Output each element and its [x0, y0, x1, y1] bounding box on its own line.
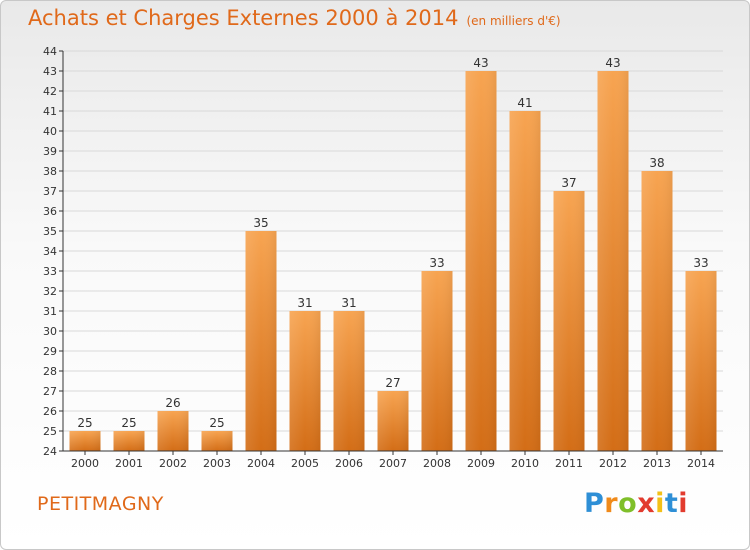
x-tick-label: 2014 — [687, 457, 715, 470]
y-tick-label: 31 — [43, 305, 57, 318]
chart-unit: (en milliers d'€) — [466, 14, 561, 28]
data-label: 38 — [649, 156, 664, 170]
data-label: 33 — [693, 256, 708, 270]
data-label: 33 — [429, 256, 444, 270]
axes — [59, 50, 723, 455]
x-tick-label: 2007 — [379, 457, 407, 470]
bar-shine — [465, 71, 497, 451]
y-tick-label: 35 — [43, 225, 57, 238]
x-tick-label: 2009 — [467, 457, 495, 470]
y-tick-label: 36 — [43, 205, 57, 218]
bar-shine — [245, 231, 277, 451]
x-tick-label: 2005 — [291, 457, 319, 470]
data-label: 27 — [385, 376, 400, 390]
data-label: 37 — [561, 176, 576, 190]
bar-shine — [421, 271, 453, 451]
y-tick-label: 38 — [43, 165, 57, 178]
data-label: 26 — [165, 396, 180, 410]
bar-shine — [377, 391, 409, 451]
proxiti-logo[interactable]: Proxiti — [584, 488, 689, 519]
y-tick-label: 43 — [43, 65, 57, 78]
bar-shine — [333, 311, 365, 451]
labels: 24 25 26 27 28 29 30 31 32 33 34 35 36 37 38 39 40 41 42 43… — [43, 45, 715, 470]
data-label: 43 — [473, 56, 488, 70]
x-tick-label: 2003 — [203, 457, 231, 470]
bar-shine — [69, 431, 101, 451]
data-label: 25 — [209, 416, 224, 430]
x-tick-label: 2002 — [159, 457, 187, 470]
y-tick-label: 32 — [43, 285, 57, 298]
data-label: 25 — [121, 416, 136, 430]
bar-shine — [157, 411, 189, 451]
bar-shine — [201, 431, 233, 451]
x-tick-label: 2010 — [511, 457, 539, 470]
x-tick-label: 2001 — [115, 457, 143, 470]
commune-name: PETITMAGNY — [37, 493, 164, 515]
bar-shine — [597, 71, 629, 451]
x-tick-label: 2013 — [643, 457, 671, 470]
y-tick-label: 24 — [43, 445, 57, 458]
data-label: 25 — [77, 416, 92, 430]
chart-title: Achats et Charges Externes 2000 à 2014 (e… — [28, 6, 561, 30]
bar-shine — [509, 111, 541, 451]
y-tick-label: 33 — [43, 265, 57, 278]
y-tick-label: 41 — [43, 105, 57, 118]
y-tick-label: 34 — [43, 245, 57, 258]
y-tick-label: 28 — [43, 365, 57, 378]
y-tick-label: 25 — [43, 425, 57, 438]
y-tick-label: 26 — [43, 405, 57, 418]
bars — [69, 71, 717, 451]
x-tick-label: 2000 — [71, 457, 99, 470]
chart-title-text: Achats et Charges Externes 2000 à 2014 — [28, 6, 459, 30]
x-tick-label: 2011 — [555, 457, 583, 470]
data-label: 43 — [605, 56, 620, 70]
y-tick-label: 37 — [43, 185, 57, 198]
x-tick-label: 2006 — [335, 457, 363, 470]
data-label: 31 — [297, 296, 312, 310]
bar-shine — [113, 431, 145, 451]
y-tick-label: 29 — [43, 345, 57, 358]
data-label: 35 — [253, 216, 268, 230]
y-tick-label: 42 — [43, 85, 57, 98]
y-tick-label: 27 — [43, 385, 57, 398]
bar-shine — [641, 171, 673, 451]
x-tick-label: 2008 — [423, 457, 451, 470]
data-label: 31 — [341, 296, 356, 310]
y-tick-label: 39 — [43, 145, 57, 158]
y-tick-label: 30 — [43, 325, 57, 338]
bar-shine — [685, 271, 717, 451]
y-tick-label: 44 — [43, 45, 57, 58]
y-tick-label: 40 — [43, 125, 57, 138]
x-tick-label: 2012 — [599, 457, 627, 470]
bar-shine — [289, 311, 321, 451]
bar-shine — [553, 191, 585, 451]
data-label: 41 — [517, 96, 532, 110]
x-tick-label: 2004 — [247, 457, 275, 470]
